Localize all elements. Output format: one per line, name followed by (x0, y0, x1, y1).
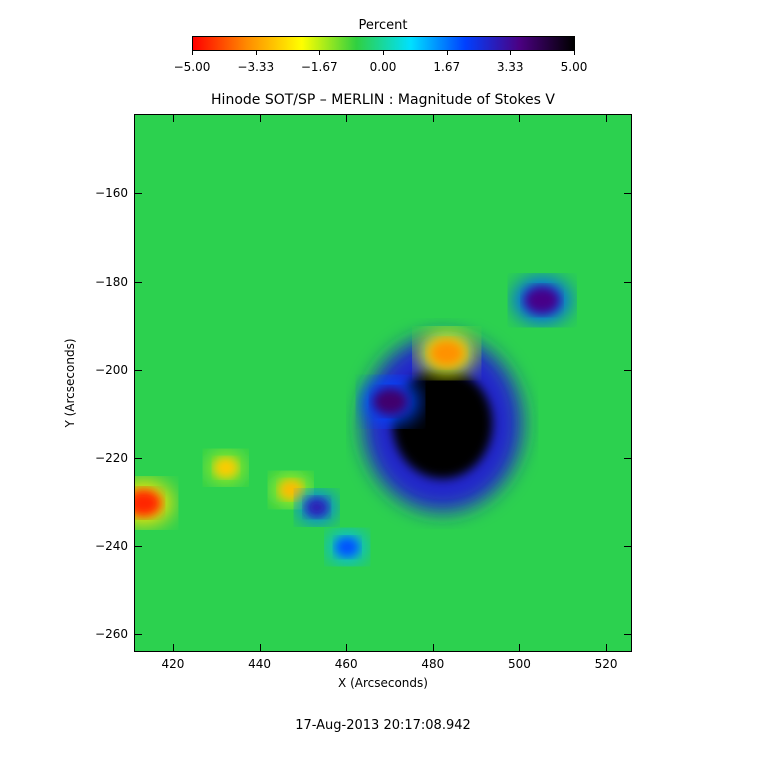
colorbar-tick (255, 51, 257, 55)
stokes-v-map (134, 114, 632, 652)
x-tick-top (606, 114, 608, 122)
y-tick-right (624, 369, 632, 371)
colorbar-tick-label: 5.00 (560, 60, 588, 74)
colorbar-tick (446, 51, 448, 55)
heatmap-canvas (135, 277, 571, 564)
feature-negative-plage-strongest- (135, 489, 162, 518)
colorbar-tick-label: −1.67 (300, 60, 338, 74)
feature-negative-patch-north-of-spot (428, 339, 465, 368)
y-tick-label: −180 (95, 274, 128, 289)
y-tick (134, 369, 142, 371)
x-tick (519, 644, 521, 652)
y-tick (134, 546, 142, 548)
colorbar-tick-label: 3.33 (496, 60, 524, 74)
feature-positive-pore (524, 286, 561, 315)
x-tick (606, 644, 608, 652)
x-tick-label: 420 (161, 657, 185, 671)
x-tick (259, 644, 261, 652)
y-tick (134, 281, 142, 283)
y-tick-right (624, 457, 632, 459)
feature-negative-plage (213, 457, 238, 478)
colorbar (192, 36, 575, 51)
feature-negative-plage (278, 479, 303, 500)
y-tick (134, 457, 142, 459)
y-tick-label: −240 (95, 539, 128, 554)
feature-positive-plage-east-of-spot (372, 387, 409, 416)
colorbar-tick-label: 0.00 (369, 60, 397, 74)
y-tick-label: −220 (95, 450, 128, 465)
colorbar-tick-label: −5.00 (173, 60, 211, 74)
y-tick-right (624, 281, 632, 283)
y-tick-label: −160 (95, 186, 128, 201)
feature-positive-network (335, 537, 360, 558)
x-tick-label: 460 (334, 657, 358, 671)
colorbar-tick (319, 51, 321, 55)
y-tick (134, 634, 142, 636)
feature-positive-network (304, 497, 329, 518)
chart-title: Hinode SOT/SP – MERLIN : Magnitude of St… (211, 92, 555, 108)
timestamp: 17-Aug-2013 20:17:08.942 (295, 718, 471, 733)
colorbar-tick-label: 1.67 (433, 60, 461, 74)
colorbar-tick (192, 51, 193, 55)
x-tick (172, 644, 174, 652)
x-axis-label: X (Arcseconds) (338, 676, 428, 690)
y-tick (134, 193, 142, 195)
x-tick-top (432, 114, 434, 122)
x-tick-top (259, 114, 261, 122)
colorbar-tick (383, 51, 384, 55)
x-tick-top (346, 114, 348, 122)
y-tick-right (624, 546, 632, 548)
x-tick-label: 480 (421, 657, 445, 671)
colorbar-tick-label: −3.33 (237, 60, 275, 74)
y-tick-right (624, 193, 632, 195)
colorbar-tick (574, 51, 575, 55)
y-tick-right (624, 634, 632, 636)
y-tick-label: −200 (95, 362, 128, 377)
y-axis-label: Y (Arcseconds) (63, 338, 77, 428)
colorbar-tick (510, 51, 512, 55)
x-tick-top (519, 114, 521, 122)
x-tick (346, 644, 348, 652)
x-tick-top (172, 114, 174, 122)
colorbar-title: Percent (358, 18, 408, 33)
x-tick-label: 500 (507, 657, 531, 671)
x-tick-label: 440 (248, 657, 272, 671)
x-tick (432, 644, 434, 652)
y-tick-label: −260 (95, 627, 128, 642)
x-tick-label: 520 (594, 657, 618, 671)
